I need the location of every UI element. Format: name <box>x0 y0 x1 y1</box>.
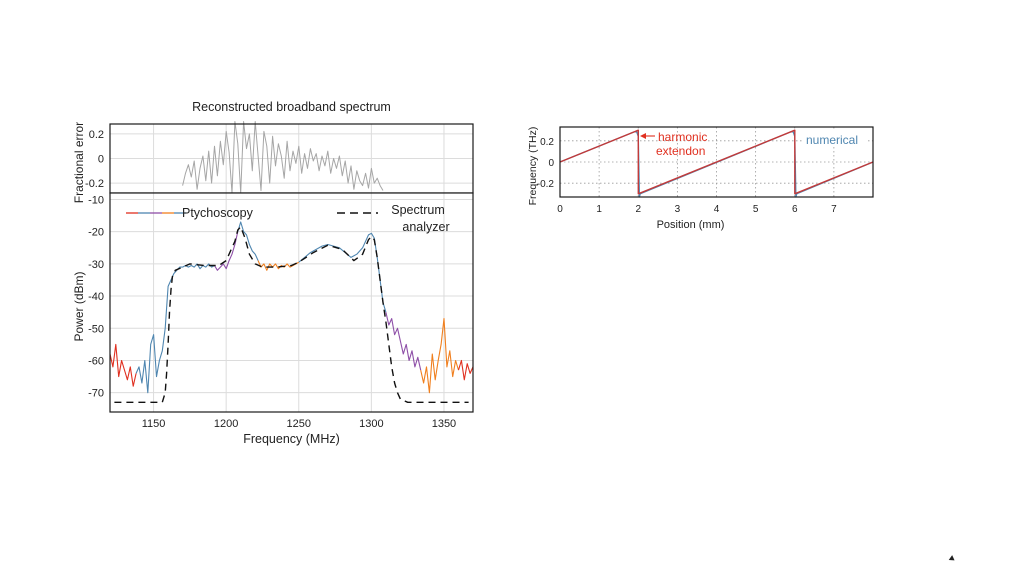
error-y-tick-label: 0 <box>98 154 104 166</box>
ptychoscopy-segment-line <box>457 359 474 381</box>
harmonic-extendon-line <box>559 129 874 195</box>
power-x-tick-label: 1150 <box>142 418 166 430</box>
position-x-tick-label: 6 <box>792 204 798 215</box>
error-y-tick-label: -0.2 <box>85 178 104 190</box>
numerical-label-background <box>803 131 866 146</box>
power-x-tick-label: 1200 <box>214 418 238 430</box>
legend-spectrum-analyzer-label-line1: Spectrum <box>391 203 445 217</box>
legend-ptychoscopy-label: Ptychoscopy <box>182 206 254 220</box>
position-x-tick-label: 3 <box>675 204 681 215</box>
ptychoscopy-segment-line <box>420 318 460 394</box>
error-panel-title: Reconstructed broadband spectrum <box>192 100 391 114</box>
ptychoscopy-segment-line <box>385 312 422 371</box>
position-panel-frame <box>559 126 874 198</box>
position-x-tick-label: 5 <box>753 204 759 215</box>
position-x-tick-label: 2 <box>635 204 641 215</box>
power-y-tick-label: -60 <box>88 355 104 367</box>
position-y-tick-label: 0.2 <box>540 137 554 148</box>
power-y-tick-label: -20 <box>88 227 104 239</box>
ptychoscopy-segment-line <box>237 221 259 261</box>
ptychoscopy-segment-line <box>135 263 215 394</box>
power-x-tick-label: 1250 <box>287 418 311 430</box>
position-x-tick-label: 1 <box>596 204 602 215</box>
legend-spectrum-analyzer-label-line2: analyzer <box>402 220 449 234</box>
error-y-axis-label: Fractional error <box>72 122 86 203</box>
power-y-tick-label: -40 <box>88 291 104 303</box>
position-y-axis-label: Frequency (THz) <box>527 127 539 206</box>
position-x-tick-label: 7 <box>831 204 837 215</box>
power-y-tick-label: -70 <box>88 388 104 400</box>
power-y-axis-label: Power (dBm) <box>72 271 86 341</box>
harmonic-arrow-head <box>640 133 646 139</box>
numerical-annotation: numerical <box>806 133 858 147</box>
power-panel-frame <box>109 192 474 413</box>
position-x-tick-label: 4 <box>714 204 720 215</box>
error-series-line <box>182 121 384 194</box>
power-x-tick-label: 1350 <box>432 418 456 430</box>
ptychoscopy-segment-line <box>214 231 239 271</box>
ptychoscopy-segment-line <box>109 343 137 387</box>
position-y-tick-label: -0.2 <box>537 179 555 190</box>
power-y-tick-label: -50 <box>88 323 104 335</box>
position-x-tick-label: 0 <box>557 204 563 215</box>
harmonic-annotation-line2: extendon <box>656 144 705 158</box>
ptychoscopy-segment-line <box>298 232 387 313</box>
spectrum-analyzer-line <box>114 226 469 403</box>
power-y-tick-label: -10 <box>88 194 104 206</box>
power-x-axis-label: Frequency (MHz) <box>243 432 340 446</box>
error-y-tick-label: 0.2 <box>89 129 104 141</box>
position-y-tick-label: 0 <box>548 158 554 169</box>
power-x-tick-label: 1300 <box>359 418 383 430</box>
power-y-tick-label: -30 <box>88 259 104 271</box>
position-x-axis-label: Position (mm) <box>657 219 725 231</box>
harmonic-annotation-line1: harmonic <box>658 130 707 144</box>
